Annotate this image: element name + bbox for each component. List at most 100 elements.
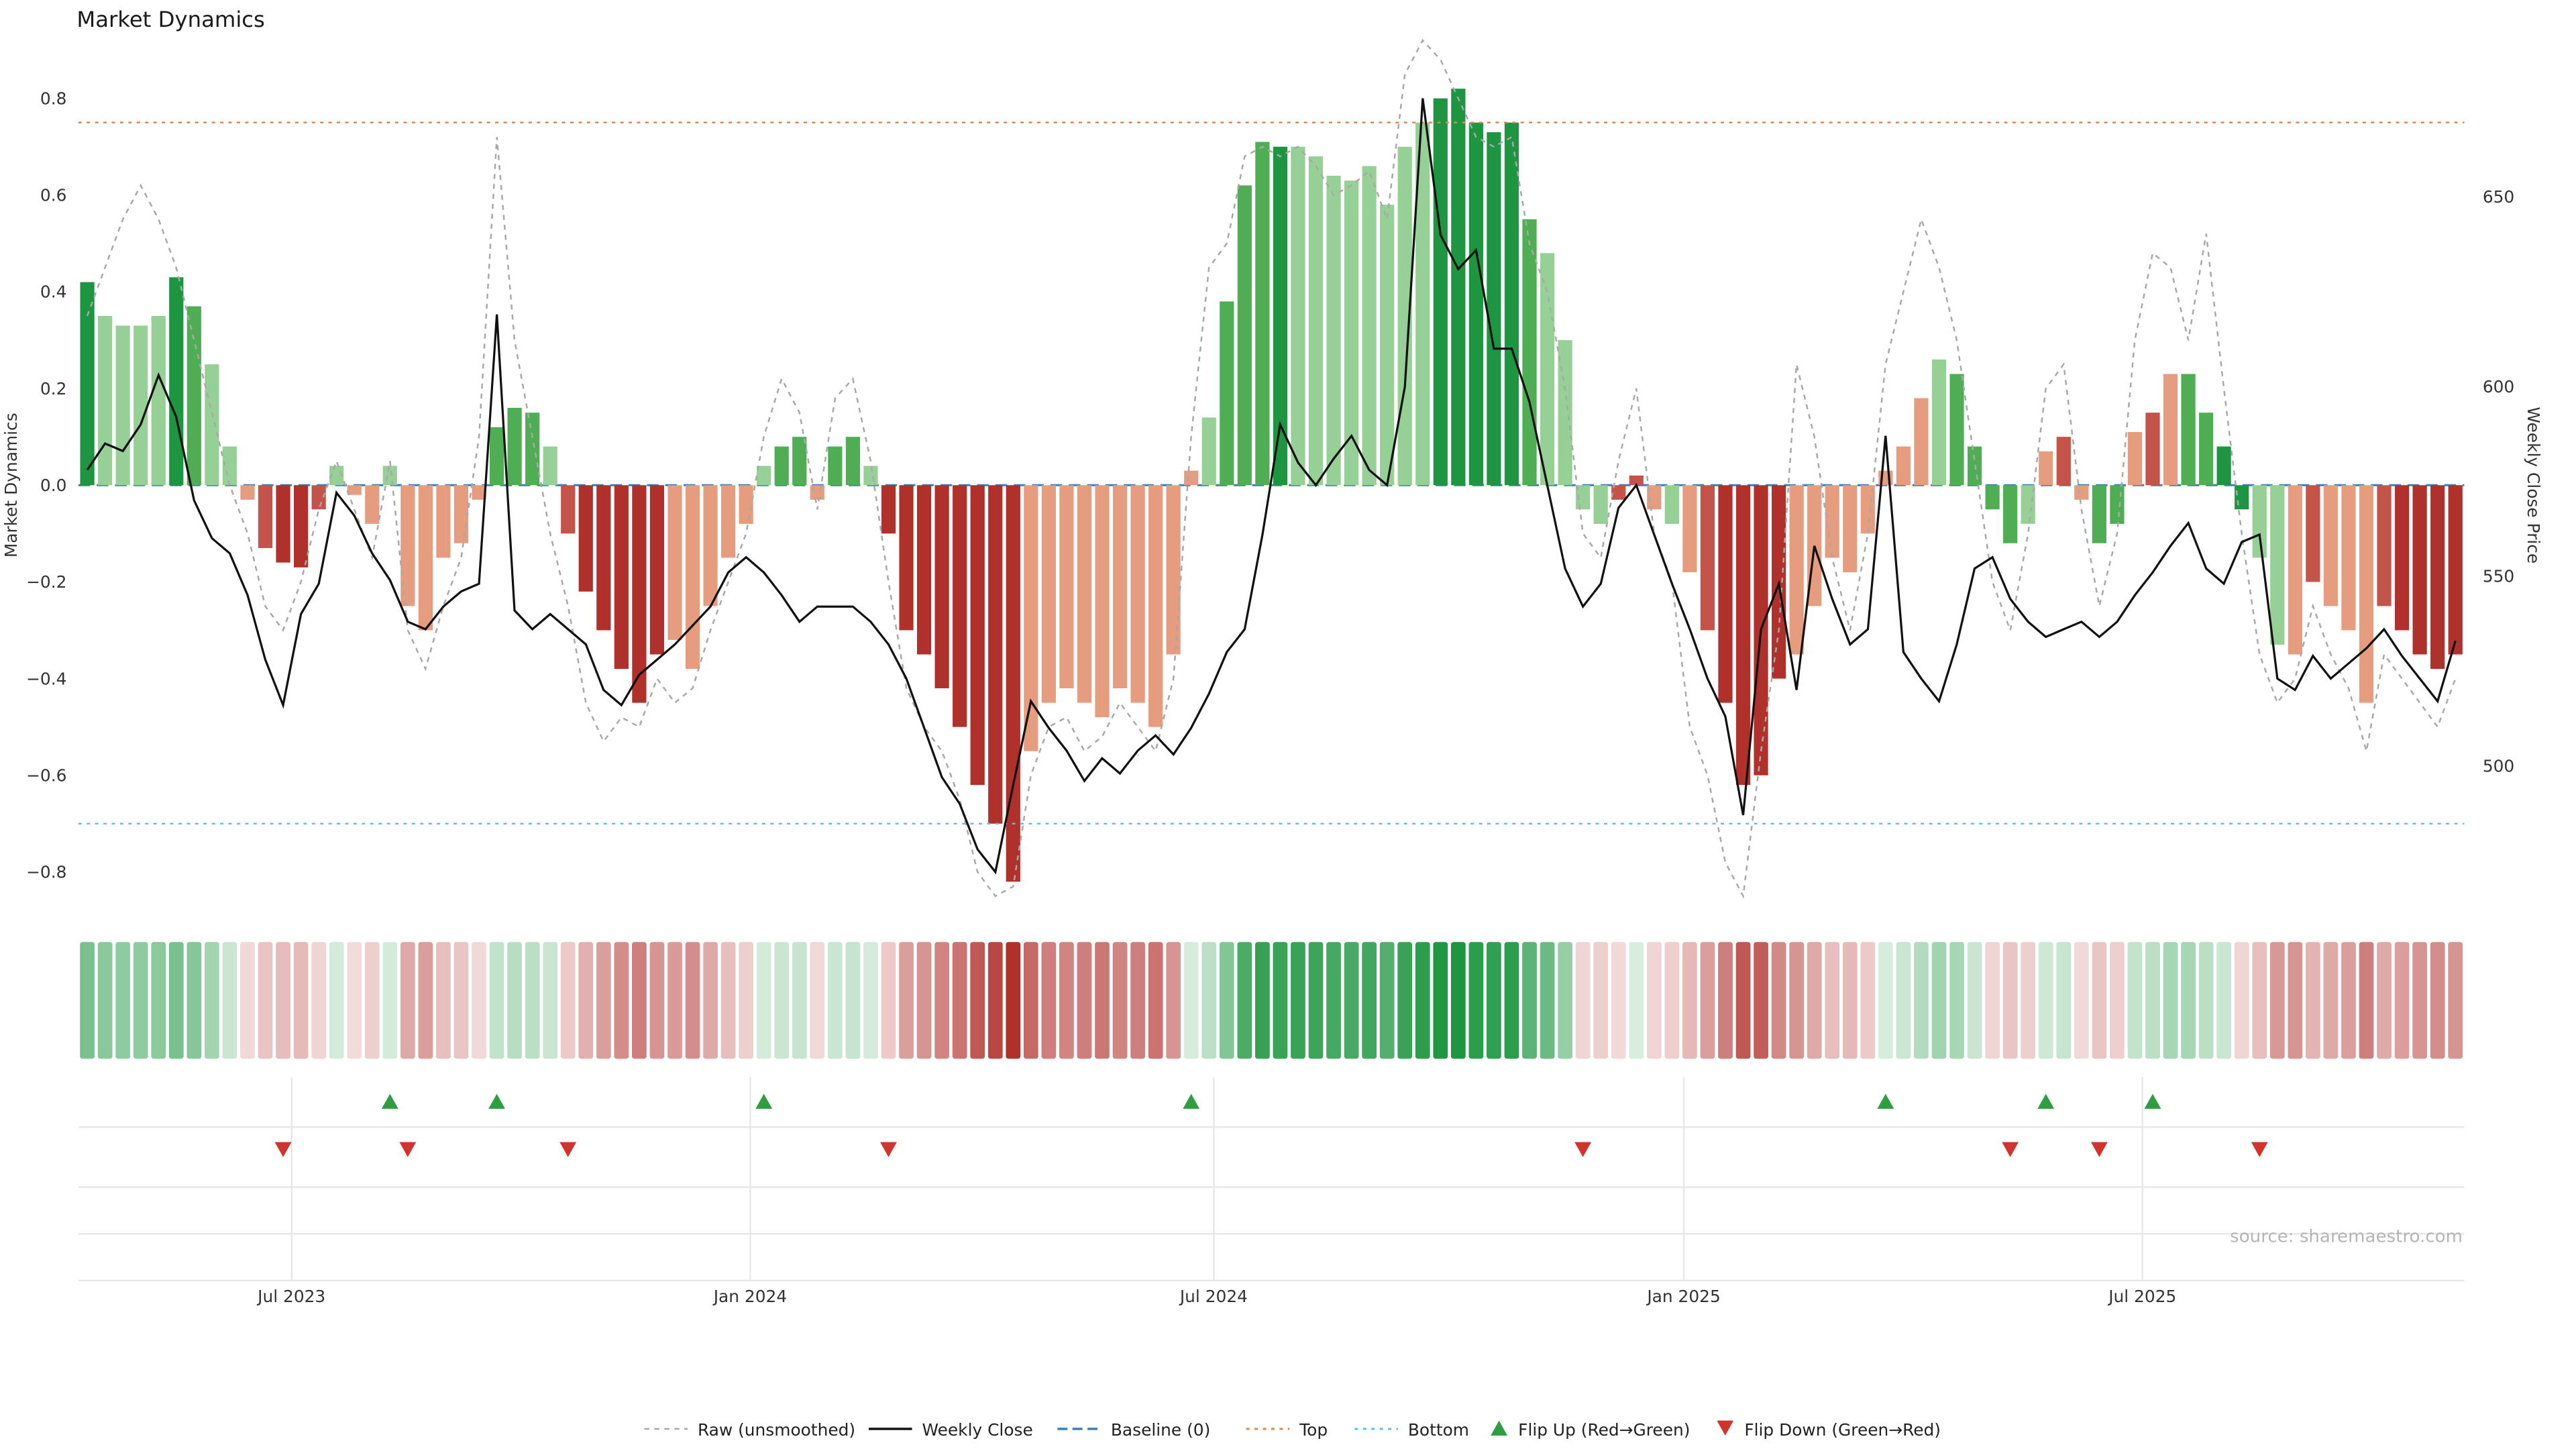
md-bar — [2341, 485, 2356, 631]
heatmap-cell — [2305, 942, 2320, 1059]
heatmap-cell — [1807, 942, 1822, 1059]
heatmap-cell — [1985, 942, 2000, 1059]
md-bar — [739, 485, 753, 524]
heatmap-cell — [1611, 942, 1626, 1059]
md-bar — [703, 485, 718, 606]
x-axis-tick-label: Jan 2024 — [712, 1287, 787, 1306]
heatmap-cell — [667, 942, 682, 1059]
heatmap-cell — [311, 942, 327, 1059]
heatmap-cell — [881, 942, 896, 1059]
flip-down-marker-icon — [880, 1142, 897, 1157]
heatmap-cell — [934, 942, 950, 1059]
heatmap-cell — [1487, 942, 1501, 1059]
heatmap-cell — [347, 942, 362, 1059]
heatmap-cell — [1254, 942, 1270, 1059]
md-bar — [1291, 146, 1305, 486]
heatmap-cell — [739, 942, 754, 1059]
heatmap-cell — [1219, 942, 1234, 1059]
heatmap-cell — [560, 942, 576, 1059]
right-axis-tick-label: 600 — [2483, 377, 2514, 396]
md-bar — [205, 364, 219, 486]
md-bar — [596, 485, 611, 631]
md-bar — [1148, 485, 1163, 727]
heatmap-cell — [1718, 942, 1733, 1059]
heatmap-cell — [792, 942, 807, 1059]
md-bar — [1487, 132, 1501, 486]
flip-up-marker-icon — [381, 1093, 398, 1109]
heatmap-cell — [133, 942, 148, 1059]
md-bar — [792, 437, 807, 486]
legend-label: Weekly Close — [922, 1420, 1033, 1440]
heatmap-cell — [97, 942, 113, 1059]
heatmap-cell — [1006, 942, 1021, 1059]
plot-layer: 0.8 0.6 0.4 0.2 0.0 −0.2 −0.4 −0.6 −0.8 650 600 550… — [26, 39, 2514, 1306]
heatmap-cell — [1967, 942, 1982, 1059]
md-bar — [2412, 485, 2427, 655]
md-bar — [1664, 485, 1679, 524]
md-bar — [400, 485, 415, 606]
heatmap-cell — [436, 942, 451, 1059]
md-bar — [1255, 142, 1270, 486]
heatmap-cell — [703, 942, 718, 1059]
flip-down-marker-icon — [1574, 1142, 1592, 1157]
heatmap-cell — [1450, 942, 1466, 1059]
heatmap-cell — [2056, 942, 2072, 1059]
heatmap-cell — [2394, 942, 2410, 1059]
md-bar — [1024, 485, 1038, 751]
heatmap-cell — [2002, 942, 2018, 1059]
legend-item-bottom: Bottom — [1354, 1420, 1469, 1440]
heatmap-cell — [1558, 942, 1572, 1059]
heatmap-cell — [240, 942, 255, 1059]
md-bar — [1789, 485, 1804, 655]
md-bar — [1451, 89, 1466, 486]
md-bar — [436, 485, 451, 558]
right-axis-tick-label: 500 — [2483, 756, 2514, 775]
md-bar — [863, 466, 878, 486]
md-bar — [2359, 485, 2374, 703]
md-bar — [1095, 485, 1110, 718]
md-bar — [1077, 485, 1092, 703]
md-bar — [1522, 219, 1537, 486]
md-bar — [1006, 485, 1020, 882]
heatmap-cell — [899, 942, 914, 1059]
flip-up-marker-icon — [1877, 1093, 1894, 1109]
right-axis-tick-label: 650 — [2483, 187, 2514, 207]
md-bar — [1130, 485, 1145, 703]
heatmap-cell — [1112, 942, 1128, 1059]
heatmap-cell — [1842, 942, 1858, 1059]
heatmap-cell — [1415, 942, 1430, 1059]
md-bar — [489, 427, 504, 486]
md-bar — [276, 485, 290, 563]
md-bar — [721, 485, 736, 558]
heatmap-cell — [1914, 942, 1929, 1059]
heatmap-cell — [1059, 942, 1074, 1059]
md-bar — [632, 485, 647, 703]
heatmap-cell — [1273, 942, 1288, 1059]
heatmap-cell — [987, 942, 1003, 1059]
md-bar — [1540, 253, 1555, 486]
x-axis-tick-label: Jan 2025 — [1646, 1287, 1720, 1306]
md-bar — [970, 485, 985, 786]
legend: Raw (unsmoothed) Weekly Close Baseline (0)… — [644, 1420, 1941, 1440]
md-bar — [1700, 485, 1715, 631]
md-bar — [2216, 446, 2231, 486]
flip-up-marker-icon — [2144, 1093, 2161, 1109]
heatmap-cell — [1023, 942, 1038, 1059]
md-bar — [365, 485, 380, 524]
md-bar — [151, 315, 166, 486]
md-bar — [2145, 413, 2160, 486]
md-bar — [1949, 374, 1964, 486]
heatmap-cell — [186, 942, 202, 1059]
heatmap-cell — [489, 942, 504, 1059]
md-bar — [2003, 485, 2018, 543]
heatmap-cell — [1825, 942, 1840, 1059]
heatmap-cell — [2163, 942, 2178, 1059]
heatmap-cell — [1308, 942, 1324, 1059]
heatmap-cell — [756, 942, 771, 1059]
flip-down-marker-icon — [2251, 1142, 2268, 1157]
heatmap-cell — [1237, 942, 1252, 1059]
heatmap-cell — [2412, 942, 2428, 1059]
heatmap-cell — [1860, 942, 1876, 1059]
md-bar — [2092, 485, 2106, 543]
